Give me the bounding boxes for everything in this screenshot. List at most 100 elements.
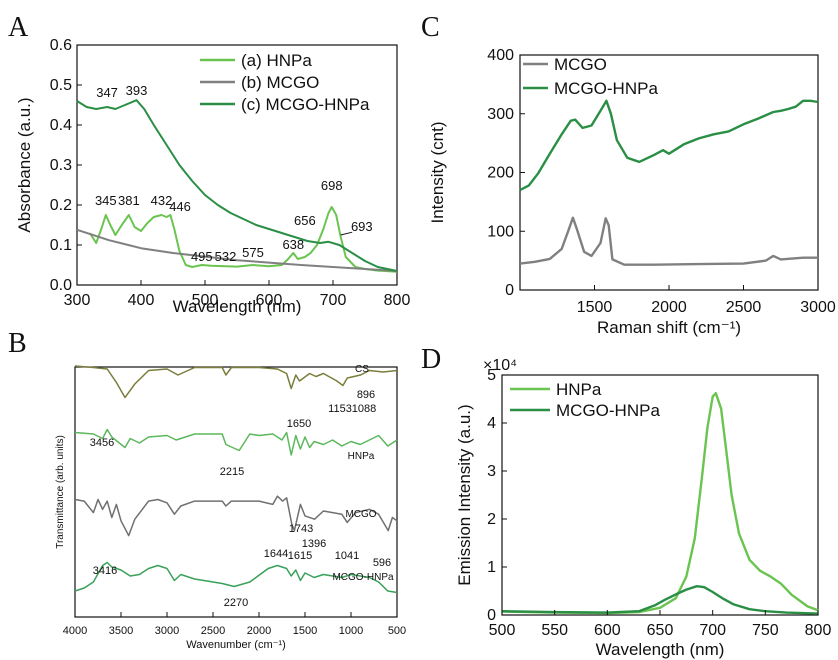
b-annotation-label: 1041 [335,550,359,562]
panel-letter-d: D [421,344,441,375]
a-y-tick-label: 0.5 [50,77,72,94]
d-y-tick-label: 2 [487,511,496,528]
a-y-tick-label: 0.1 [50,237,72,254]
a-x-tick-label: 500 [192,292,219,309]
a-peak-label: 393 [126,83,148,98]
a-peak-label: 656 [294,213,316,228]
a-peak-label: 381 [118,193,140,208]
b-annotation-label: MCGO [345,509,376,520]
d-y-tick-label: 5 [487,367,496,384]
a-series-c-mcgo-hnpa [76,99,398,272]
a-y-tick-label: 0.0 [50,277,72,294]
b-annotation-label: 1743 [289,523,313,535]
panel-c-raman-chart: 1500 2000 2500 3000 0 100 200 300 400 Raman shift… [428,47,836,337]
d-x-tick-label: 700 [699,622,726,639]
d-x-tick-label: 650 [647,622,674,639]
b-y-axis-label: Transmittance (arb. units) [55,435,66,549]
d-y-tick-label: 3 [487,463,496,480]
c-y-tick-label: 200 [487,165,514,182]
a-peak-label: 575 [242,245,264,260]
b-annotation-label: 1644 [264,548,288,560]
b-annotation-label: 2270 [224,597,248,609]
a-x-axis-label: Wavelength (nm) [173,297,302,316]
b-annotation-label: 596 [373,557,391,569]
a-x-tick-label: 800 [384,292,411,309]
d-y-axis-label: Emission Intensity (a.u.) [455,404,474,585]
d-x-tick-label: 750 [752,622,779,639]
c-x-tick-label: 2500 [726,299,762,316]
a-peak-label: 446 [169,199,191,214]
panel-letter-a: A [8,12,29,43]
c-legend-label: MCGO [554,55,607,74]
a-y-tick-label: 0.3 [50,157,72,174]
c-y-axis-label: Intensity (cnt) [428,121,447,223]
c-x-tick-label: 3000 [800,299,836,316]
b-series-cs [74,365,398,399]
d-x-tick-label: 550 [541,622,568,639]
b-series-mcgo [74,495,398,537]
b-annotation-label: 1153 [328,403,352,415]
b-x-tick-label: 1000 [339,625,363,637]
c-legend-label: MCGO-HNPa [554,79,658,98]
panel-d-emission-chart: 500 550 600 650 700 750 800 0 1 2 3 4 5×10⁴ Wavelengt… [455,357,831,659]
a-series-b-mcgo [76,228,398,272]
b-annotation-label: 1396 [302,538,326,550]
d-x-tick-label: 800 [805,622,832,639]
a-y-axis-label: Absorbance (a.u.) [15,97,34,232]
a-x-tick-label: 400 [128,292,155,309]
d-x-axis-label: Wavelength (nm) [596,640,725,659]
c-series-mcgo-hnpa [519,99,819,192]
b-x-tick-label: 1500 [293,625,317,637]
b-x-tick-label: 3000 [155,625,179,637]
b-annotation-label: 3416 [93,565,117,577]
a-x-tick-label: 600 [256,292,283,309]
b-annotation-label: MCGO-HNPa [332,572,394,583]
b-x-tick-label: 2000 [247,625,271,637]
b-x-tick-label: 4000 [63,625,87,637]
a-plot-frame [76,44,398,286]
b-annotation-label: 3456 [90,437,114,449]
a-x-tick-label: 300 [64,292,91,309]
b-annotation-label: 1088 [352,403,376,415]
c-x-tick-label: 1500 [577,299,613,316]
d-y-tick-label: 0 [487,607,496,624]
a-y-tick-label: 0.6 [50,37,72,54]
b-annotation-label: HNPa [348,451,375,462]
d-x-tick-label: 600 [594,622,621,639]
c-y-tick-label: 400 [487,47,514,64]
d-series-hnpa [501,392,819,615]
a-peak-label: 432 [151,193,173,208]
c-y-tick-label: 100 [487,223,514,240]
a-peak-label: 638 [282,237,304,252]
a-series-a-hnpa [88,206,398,273]
c-x-axis-label: Raman shift (cm⁻¹) [597,318,741,337]
panel-b-ftir-chart: 4000 3500 3000 2500 2000 1500 1000 500 Wavenumbe… [55,364,406,651]
b-x-tick-label: 500 [388,625,406,637]
c-y-tick-label: 0 [505,282,514,299]
c-y-tick-label: 300 [487,106,514,123]
d-y-tick-label: 4 [487,415,496,432]
panel-letter-c: C [421,12,440,43]
a-peak-label: 532 [215,249,237,264]
b-annotation-label: 2215 [220,466,244,478]
b-annotation-label: CS [355,364,369,375]
a-peak-label: 693 [351,219,373,234]
c-x-tick-label: 2000 [651,299,687,316]
a-annotation-leader [340,231,353,236]
b-series-mcgo-hnpa [74,561,398,594]
a-peak-label: 347 [96,85,118,100]
d-legend-label: MCGO-HNPa [556,401,660,420]
d-scale-label: ×10⁴ [483,357,517,374]
a-peak-label: 495 [191,249,213,264]
a-legend-label: (b) MCGO [241,73,319,92]
a-peak-label: 345 [95,193,117,208]
d-legend-label: HNPa [556,380,602,399]
a-peak-label: 698 [321,178,343,193]
b-annotation-label: 1615 [288,550,312,562]
b-annotation-label: 1650 [287,418,311,430]
b-x-axis-label: Wavenumber (cm⁻¹) [186,639,286,651]
a-legend-label: (c) MCGO-HNPa [241,95,370,114]
b-series-hnpa [74,428,398,456]
d-y-tick-label: 1 [487,559,496,576]
